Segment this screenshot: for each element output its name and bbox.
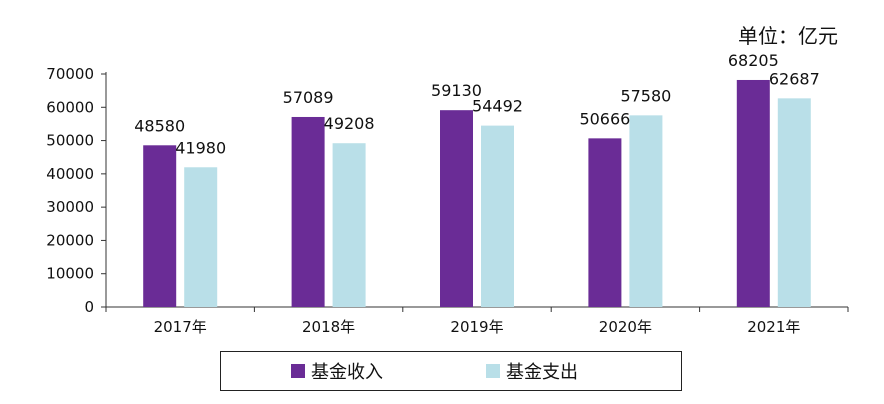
data-label: 57089 <box>283 88 334 107</box>
y-tick-label: 70000 <box>46 65 94 83</box>
bar <box>629 115 663 308</box>
y-tick-label: 60000 <box>46 98 94 116</box>
y-tick-label: 30000 <box>46 198 94 216</box>
data-label: 54492 <box>472 97 523 116</box>
bar <box>143 145 177 307</box>
bar <box>184 167 218 307</box>
x-tick-label: 2017年 <box>154 318 207 336</box>
legend-item-income: 基金收入 <box>291 358 383 384</box>
legend-item-expense: 基金支出 <box>486 358 578 384</box>
unit-label: 单位：亿元 <box>738 24 838 48</box>
bar <box>291 116 325 307</box>
data-label: 48580 <box>134 116 185 135</box>
x-axis: 2017年 2018年 2019年 2020年 2021年 <box>105 306 849 336</box>
legend-label-income: 基金收入 <box>311 362 383 383</box>
x-tick-label: 2019年 <box>450 318 503 336</box>
bar <box>588 138 622 307</box>
bar <box>736 79 770 307</box>
x-tick-label: 2021年 <box>747 318 800 336</box>
bar <box>332 143 366 307</box>
legend-swatch-income <box>291 364 305 378</box>
bar <box>440 110 473 307</box>
legend: 基金收入 基金支出 <box>220 351 682 391</box>
x-tick-label: 2018年 <box>302 318 355 336</box>
y-tick-label: 40000 <box>46 165 94 183</box>
y-tick-label: 10000 <box>46 265 94 283</box>
bar <box>777 98 811 307</box>
x-tick-label: 2020年 <box>599 318 652 336</box>
data-label: 62687 <box>769 69 820 88</box>
bar-chart: 0 10000 20000 30000 40000 50000 60000 70000 201… <box>46 51 849 336</box>
legend-label-expense: 基金支出 <box>506 362 578 383</box>
y-tick-label: 20000 <box>46 231 94 249</box>
bar <box>481 125 514 308</box>
data-label: 68205 <box>728 51 779 70</box>
data-label: 57580 <box>620 86 671 105</box>
legend-swatch-expense <box>486 364 500 378</box>
data-label: 49208 <box>324 114 375 133</box>
y-tick-label: 0 <box>84 298 94 316</box>
y-tick-label: 50000 <box>46 132 94 150</box>
y-axis: 0 10000 20000 30000 40000 50000 60000 70000 <box>46 65 107 316</box>
data-label: 41980 <box>175 138 226 157</box>
data-label: 50666 <box>579 109 630 128</box>
data-label: 59130 <box>431 81 482 100</box>
